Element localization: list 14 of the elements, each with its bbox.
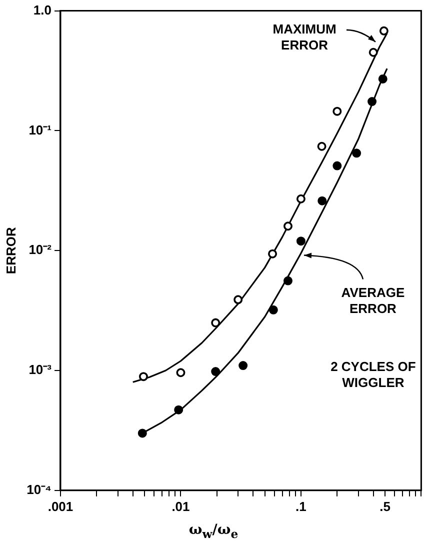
x-axis-title: ω$_{w}$/ω$_{e}$ <box>188 522 240 541</box>
y-tick-label: 10⁻⁴ <box>26 482 52 497</box>
annotation: AVERAGE ERROR <box>341 284 405 316</box>
y-axis-title: ERROR <box>3 226 18 274</box>
y-tick-label: 10⁻² <box>28 242 52 258</box>
y-tick-label: 1.0 <box>33 2 52 18</box>
x-tick-label: .001 <box>48 498 74 514</box>
x-tick-label: .5 <box>380 498 390 514</box>
x-tick-label: .01 <box>172 498 190 514</box>
x-tick-label: .1 <box>296 498 306 514</box>
y-tick-label: 10⁻¹ <box>28 122 52 138</box>
annotation: MAXIMUM ERROR <box>272 22 336 53</box>
y-tick-label: 10⁻³ <box>28 362 52 378</box>
annotation: 2 CYCLES OF WIGGLER <box>330 358 416 390</box>
